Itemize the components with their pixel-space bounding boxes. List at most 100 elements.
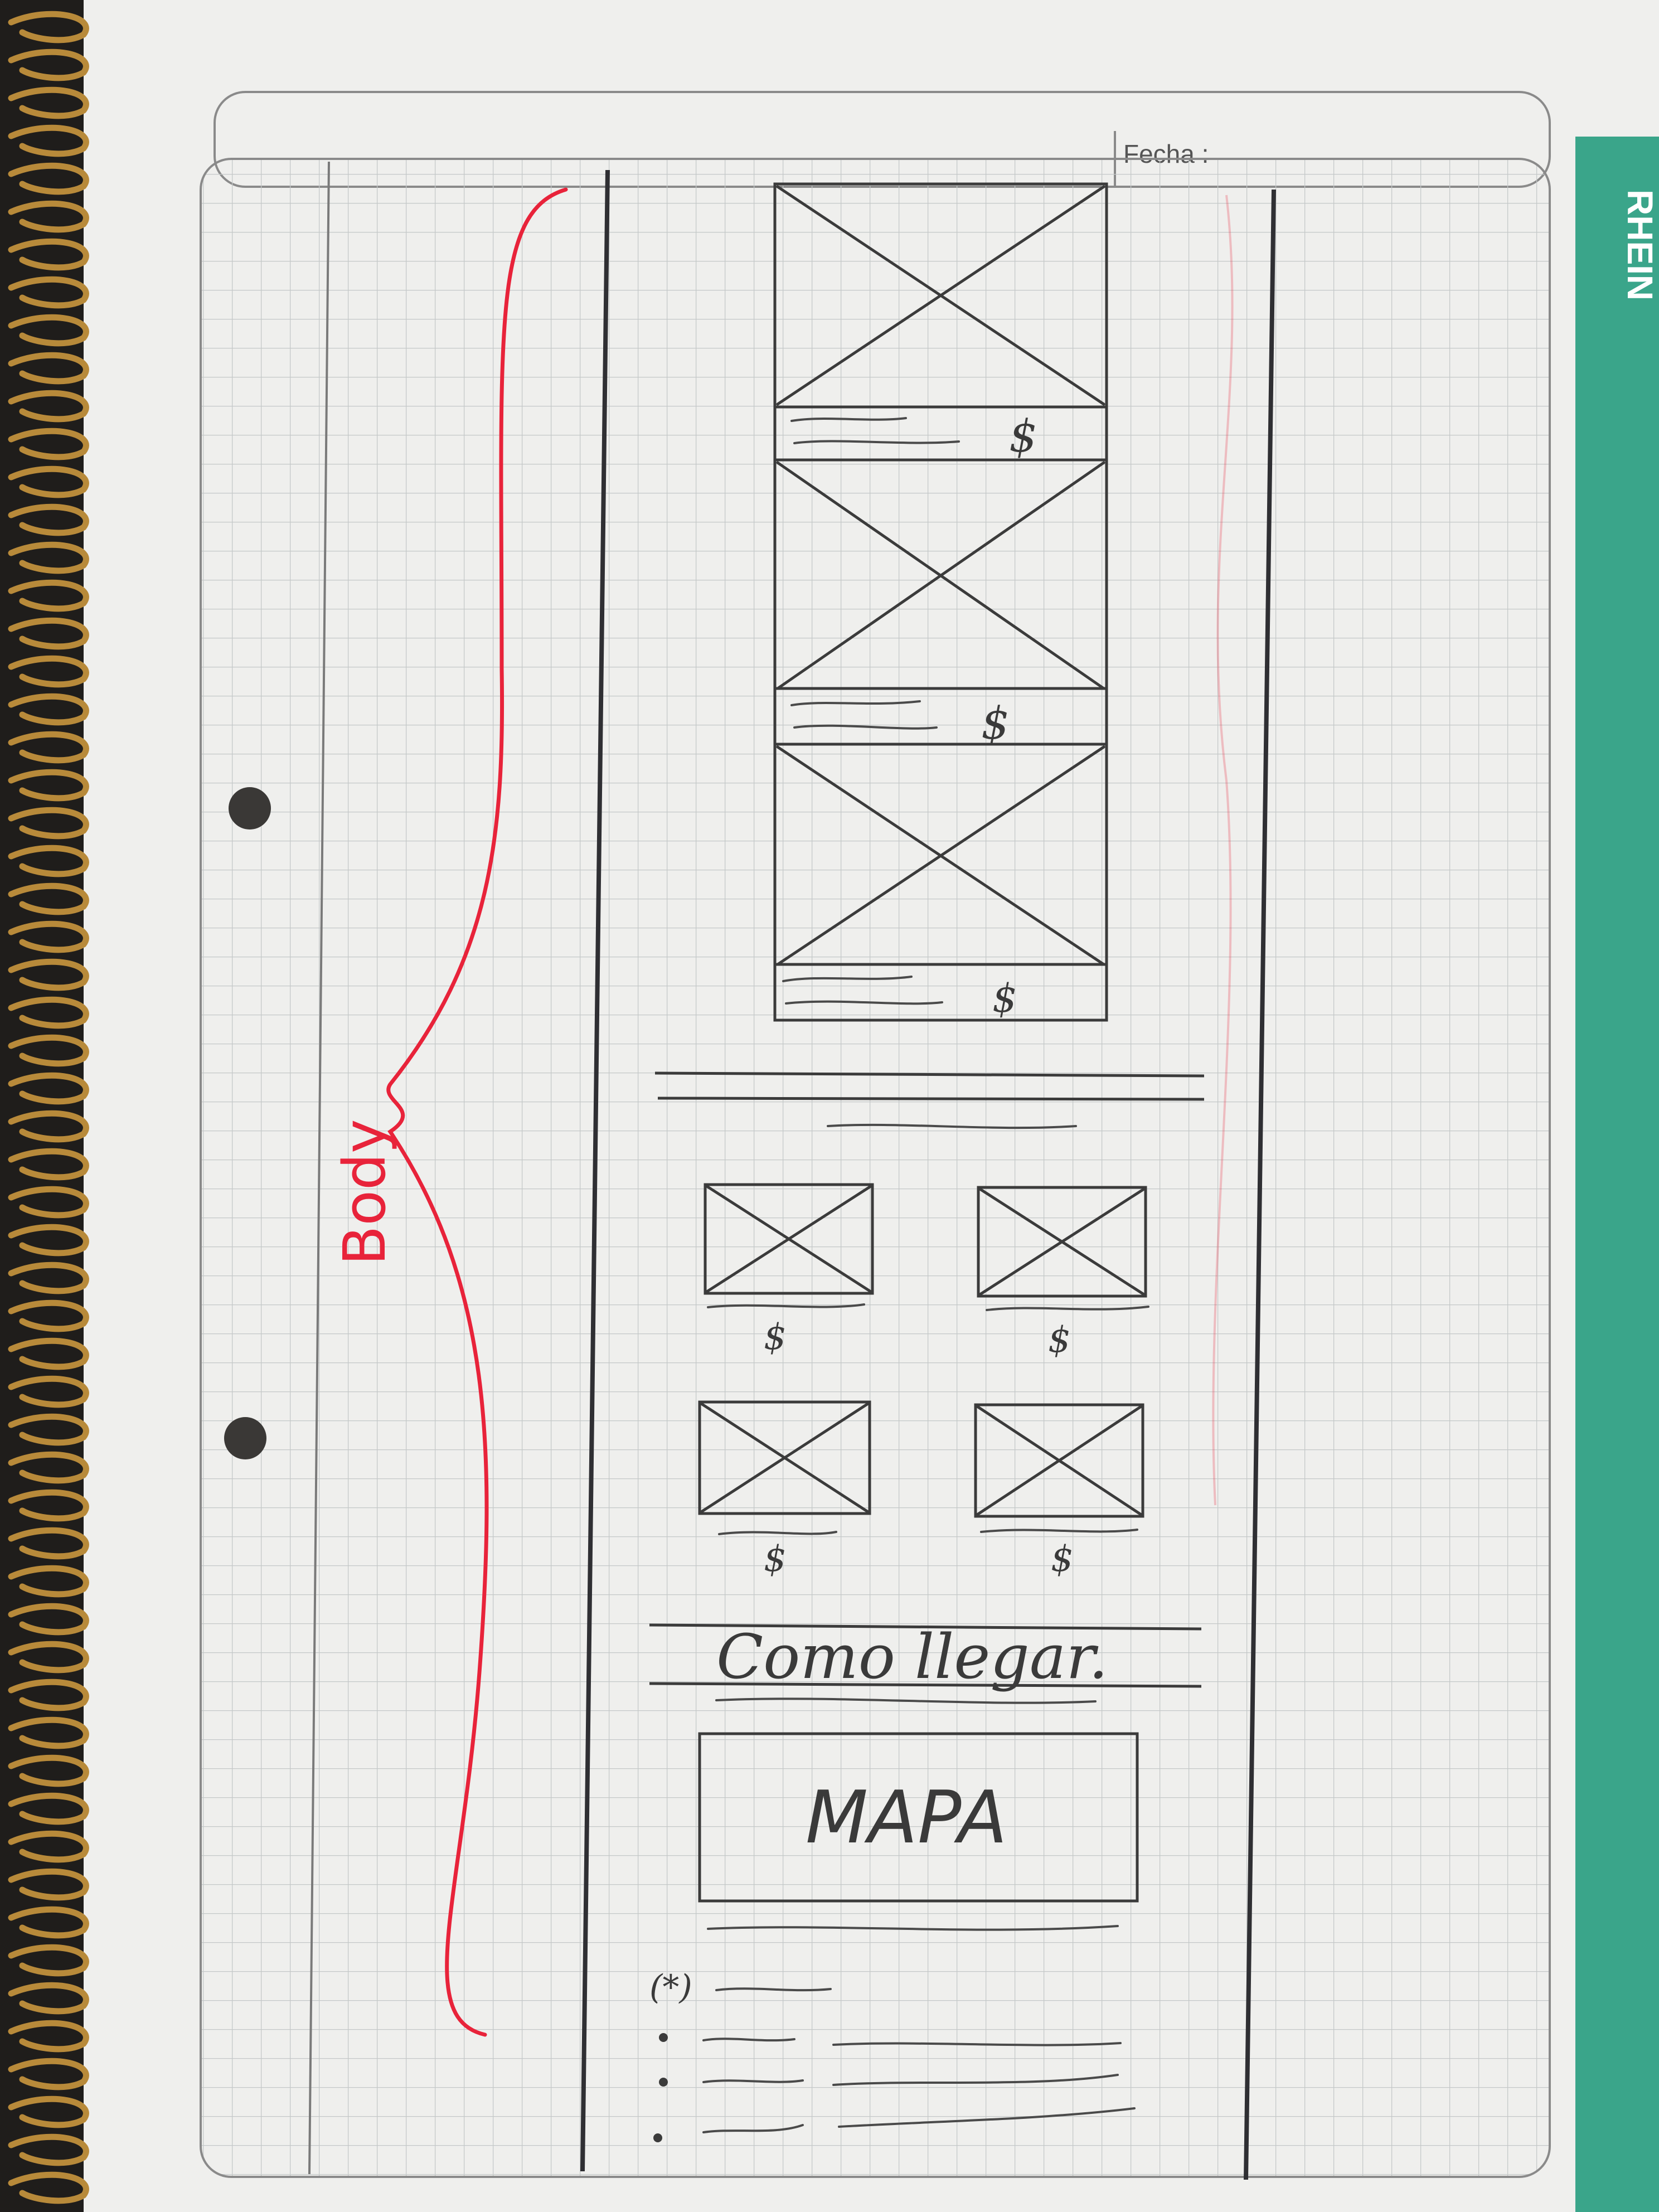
body-annotation: Body: [331, 187, 568, 2037]
grid-card: $: [704, 1183, 874, 1358]
image-placeholder: [698, 1400, 871, 1515]
product-grid: $ $ $ $: [698, 1183, 1149, 1580]
spiral-coil: [8, 2095, 89, 2128]
price-symbol: $: [1051, 1539, 1074, 1580]
spiral-coil: [8, 693, 89, 726]
directions-title: Como llegar.: [716, 1621, 1108, 1692]
spiral-coil: [8, 1527, 89, 1560]
image-placeholder: [773, 182, 1108, 409]
brand-logo-text: RHEIN: [1620, 190, 1659, 300]
spiral-coil: [8, 1792, 89, 1825]
product-title-scribble: [790, 417, 960, 444]
list-heading-scribble: [715, 1987, 832, 1992]
card-title-scribble: [718, 1531, 837, 1535]
list-marker: (*): [649, 1968, 692, 2007]
spiral-coil: [8, 314, 89, 347]
binder-hole: [224, 1417, 266, 1459]
product-title-scribble: [790, 700, 938, 730]
spiral-coil: [8, 1679, 89, 1711]
bullet: [659, 2033, 668, 2042]
grid-card: $: [977, 1186, 1149, 1361]
placeholder-cross: [776, 461, 1105, 690]
spiral-coil: [8, 769, 89, 802]
list-item-scribble: [832, 2074, 1119, 2086]
spiral-coil: [8, 731, 89, 764]
wireframe-left-border: [580, 169, 610, 2172]
grid-card: $: [974, 1403, 1144, 1580]
list-item-scribble: [702, 2079, 804, 2083]
spiral-coil: [8, 1413, 89, 1446]
body-label: Body: [331, 1119, 399, 1265]
price-symbol: $: [1048, 1320, 1071, 1361]
placeholder-cross: [776, 185, 1105, 406]
spiral-coil: [8, 1224, 89, 1257]
spiral-coil: [8, 162, 89, 195]
spiral-coil: [8, 1868, 89, 1901]
spiral-coil: [8, 1716, 89, 1749]
placeholder-cross: [776, 745, 1105, 966]
spiral-coil: [8, 845, 89, 877]
spiral-coil: [8, 1830, 89, 1863]
spiral-coil: [8, 124, 89, 157]
price-symbol: $: [764, 1539, 787, 1580]
margin-line: [308, 161, 330, 2175]
list-item-scribble: [838, 2107, 1136, 2128]
spiral-coil: [8, 920, 89, 953]
red-brace: [386, 187, 568, 2037]
spiral-coil: [8, 1186, 89, 1219]
product-row: $: [775, 461, 1107, 749]
brand-strip: RHEIN: [1575, 137, 1659, 2212]
map-placeholder: [698, 1732, 1139, 1903]
spiral-coil: [8, 1603, 89, 1636]
spiral-coil: [8, 1375, 89, 1408]
spiral-binding: [0, 0, 89, 2212]
spiral-coil: [8, 2020, 89, 2053]
spiral-coil: [8, 2058, 89, 2090]
price-symbol: $: [764, 1317, 787, 1358]
product-title-scribble: [782, 976, 943, 1005]
spiral-coil: [8, 1906, 89, 1939]
list-item-scribble: [702, 2124, 804, 2133]
price-symbol: $: [981, 697, 1010, 749]
spiral-coil: [8, 200, 89, 233]
map-label: MAPA: [806, 1775, 1007, 1860]
section-title-scribble: [827, 1123, 1077, 1129]
section-divider: [654, 1071, 1205, 1129]
price-symbol: $: [992, 976, 1017, 1021]
image-placeholder: [974, 1403, 1144, 1518]
spiral-coil: [8, 1641, 89, 1673]
ghost-writing: [1212, 195, 1234, 1506]
spiral-coil: [8, 1110, 89, 1143]
spiral-coil: [8, 1262, 89, 1294]
directions-section: Como llegar. MAPA (*): [649, 1621, 1202, 2142]
spiral-coil: [8, 617, 89, 650]
spiral-coil: [8, 1451, 89, 1484]
grid-paper: [200, 158, 1551, 2178]
spiral-coil: [8, 655, 89, 688]
spiral-coil: [8, 996, 89, 1029]
product-row: $: [775, 745, 1107, 1021]
image-placeholder: [704, 1183, 874, 1295]
placeholder-cross: [976, 1405, 1143, 1516]
spiral-coil: [8, 1299, 89, 1332]
spiral-coil: [8, 465, 89, 498]
spiral-coil: [8, 882, 89, 915]
directions-underline-scribble: [715, 1697, 1097, 1704]
placeholder-cross: [978, 1187, 1146, 1296]
spiral-coil: [8, 1072, 89, 1105]
grid-card: $: [698, 1400, 871, 1580]
price-symbol: $: [1009, 410, 1037, 462]
spiral-coil: [8, 276, 89, 309]
spiral-coil: [8, 1982, 89, 2015]
card-title-scribble: [707, 1303, 865, 1308]
spiral-coil: [8, 48, 89, 81]
spiral-coil: [8, 541, 89, 574]
placeholder-cross: [705, 1185, 872, 1293]
spiral-coil: [8, 1034, 89, 1067]
card-title-scribble: [980, 1529, 1138, 1533]
spiral-coil: [8, 11, 89, 43]
spiral-coil: [8, 352, 89, 385]
binder-hole: [229, 787, 271, 830]
spiral-coil: [8, 390, 89, 423]
